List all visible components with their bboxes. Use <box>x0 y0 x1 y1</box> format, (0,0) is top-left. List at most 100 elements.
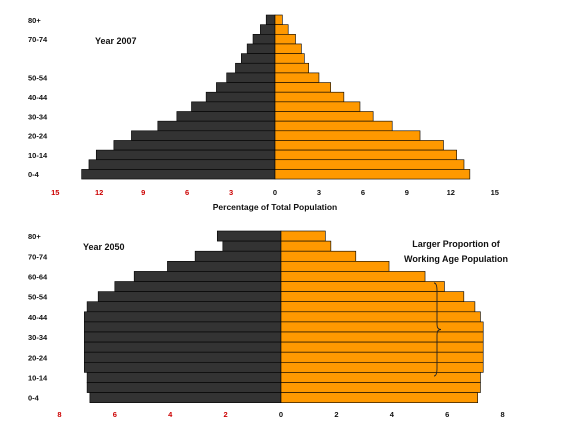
bar-right-row-0 <box>280 230 326 242</box>
bar-left-row-10 <box>176 111 276 122</box>
bar-right-row-5 <box>274 62 309 74</box>
bar-left-row-0 <box>265 14 276 25</box>
category-label: 10-14 <box>28 151 48 160</box>
x-tick-right: 6 <box>361 188 365 197</box>
pyramid-2007: 80+ 70-74 50-54 40-44 30-34 20-24 10-14 0-4 15 12… <box>28 14 499 212</box>
category-label: 70-74 <box>28 35 48 44</box>
bar-left-row-7 <box>216 82 276 93</box>
category-label: 50-54 <box>28 293 48 302</box>
bar-right-row-9 <box>274 101 361 112</box>
bar-left-row-14 <box>86 372 282 383</box>
bar-right-row-8 <box>274 91 345 103</box>
bar-right-row-3 <box>280 260 390 272</box>
bar-left-row-16 <box>81 169 276 180</box>
bar-left-row-12 <box>131 130 276 141</box>
bar-right-row-7 <box>274 82 331 93</box>
bar-left-row-9 <box>84 321 282 333</box>
bar-right-row-14 <box>274 149 457 161</box>
bar-left-row-0 <box>216 230 282 242</box>
bar-left-row-9 <box>191 101 276 112</box>
x-tick-left: 9 <box>141 188 145 197</box>
bar-left-row-1 <box>222 240 282 252</box>
bar-left-row-14 <box>95 149 276 161</box>
bar-left-row-6 <box>226 72 276 83</box>
bar-right-row-10 <box>274 111 374 122</box>
x-tick-right: 3 <box>317 188 321 197</box>
bar-left-row-6 <box>97 291 282 303</box>
bar-left-row-1 <box>260 24 276 35</box>
bar-right-row-13 <box>280 361 484 373</box>
category-label: 50-54 <box>28 74 48 83</box>
x-tick-right: 15 <box>491 188 499 197</box>
x-tick-left: 3 <box>229 188 233 197</box>
category-label: 0-4 <box>28 394 40 403</box>
bar-left-row-10 <box>84 331 282 343</box>
x-tick-left: 6 <box>113 410 117 419</box>
bar-left-row-13 <box>113 140 276 151</box>
category-label: 20-24 <box>28 353 48 362</box>
x-tick-left: 2 <box>224 410 228 419</box>
bar-left-row-16 <box>89 392 282 404</box>
bar-right-row-14 <box>280 372 481 383</box>
bar-right-row-9 <box>280 321 484 333</box>
x-tick-right: 9 <box>405 188 409 197</box>
bar-right-row-16 <box>280 392 478 404</box>
bar-left-row-11 <box>84 341 282 353</box>
bar-left-row-5 <box>114 281 282 292</box>
x-axis-label: Percentage of Total Population <box>213 202 338 212</box>
bar-right-row-11 <box>274 120 393 132</box>
bar-right-row-0 <box>274 14 283 25</box>
chart-title: Year 2050 <box>83 242 125 252</box>
x-tick-left: 15 <box>51 188 59 197</box>
bar-left-row-8 <box>84 311 282 323</box>
bar-left-row-4 <box>241 53 276 64</box>
bar-right-row-1 <box>274 24 289 35</box>
x-tick-left: 0 <box>279 410 283 419</box>
bar-left-row-15 <box>88 159 276 170</box>
bar-right-row-8 <box>280 311 481 323</box>
bar-left-row-12 <box>84 351 282 363</box>
bar-right-row-12 <box>274 130 421 141</box>
category-label: 20-24 <box>28 132 48 141</box>
bar-right-row-6 <box>274 72 320 83</box>
x-tick-left: 12 <box>95 188 103 197</box>
bar-left-row-2 <box>252 33 276 45</box>
category-label: 30-34 <box>28 333 48 342</box>
annotation-text: Larger Proportion of Working Age Populati… <box>404 239 508 264</box>
bar-left-row-8 <box>205 91 276 103</box>
bar-right-row-5 <box>280 281 445 292</box>
category-label: 10-14 <box>28 373 48 382</box>
bar-right-row-7 <box>280 301 476 313</box>
category-label: 40-44 <box>28 313 48 322</box>
x-tick-right: 12 <box>447 188 455 197</box>
bar-right-row-12 <box>280 351 484 363</box>
annotation-brace <box>433 282 442 377</box>
bar-left-row-3 <box>246 43 276 54</box>
bar-right-row-13 <box>274 140 444 151</box>
x-tick-right: 8 <box>501 410 505 419</box>
bar-right-row-15 <box>280 382 481 393</box>
x-tick-left: 8 <box>57 410 61 419</box>
bar-left-row-5 <box>235 62 276 74</box>
bar-right-row-16 <box>274 169 471 180</box>
x-tick-right: 2 <box>334 410 338 419</box>
bar-right-row-1 <box>280 240 332 252</box>
bar-left-row-15 <box>86 382 282 393</box>
pyramid-2050: 80+ 70-74 60-64 50-54 40-44 30-34 20-24 10-14 0-… <box>28 230 508 419</box>
x-tick-right: 6 <box>445 410 449 419</box>
bar-right-row-11 <box>280 341 484 353</box>
bar-left-row-7 <box>86 301 282 313</box>
category-label: 60-64 <box>28 272 48 281</box>
x-tick-left: 0 <box>273 188 277 197</box>
category-label: 80+ <box>28 16 41 25</box>
bar-right-row-2 <box>274 33 296 45</box>
bar-right-row-4 <box>274 53 305 64</box>
bar-left-row-4 <box>133 271 282 282</box>
bar-left-row-13 <box>84 361 282 373</box>
bar-right-row-10 <box>280 331 484 343</box>
bar-left-row-11 <box>157 120 276 132</box>
bar-left-row-3 <box>167 260 282 272</box>
x-tick-left: 4 <box>168 410 173 419</box>
bar-right-row-2 <box>280 250 357 262</box>
